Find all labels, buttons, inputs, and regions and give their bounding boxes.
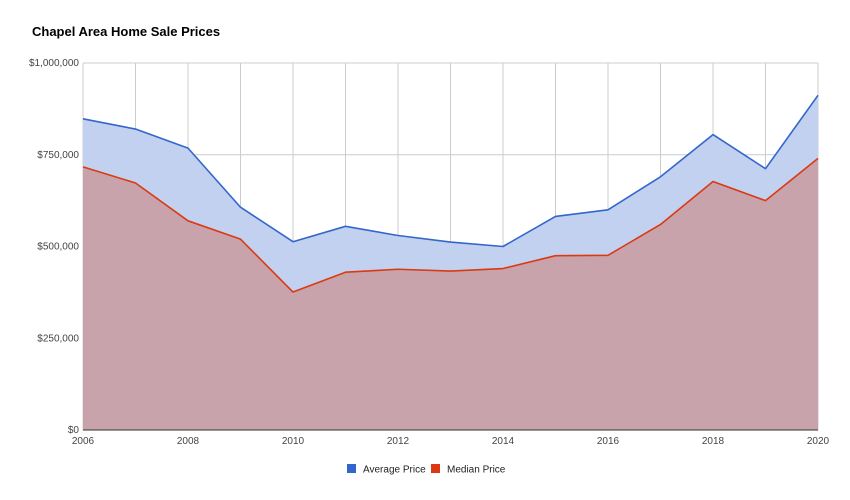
- series-line-1: [82, 157, 819, 293]
- series-line-0: [82, 94, 819, 248]
- x-tick-label: 2018: [702, 436, 725, 447]
- legend-label: Median Price: [447, 465, 506, 476]
- y-tick-label: $1,000,000: [29, 58, 79, 69]
- x-tick-label: 2008: [177, 436, 200, 447]
- area-fill-1: [83, 158, 818, 431]
- y-tick-label: $0: [68, 425, 80, 436]
- y-tick-label: $500,000: [37, 242, 79, 253]
- axes: $0 $250,000 $500,000 $750,000 $1,000,000 2006…: [29, 58, 830, 447]
- legend-swatch: [347, 464, 356, 473]
- y-tick-label: $750,000: [37, 150, 79, 161]
- x-tick-label: 2012: [387, 436, 410, 447]
- legend-label: Average Price: [363, 465, 426, 476]
- x-tick-label: 2014: [492, 436, 515, 447]
- x-tick-label: 2020: [807, 436, 830, 447]
- legend-item: Average Price: [347, 464, 426, 476]
- plot-area: [82, 94, 819, 431]
- legend: Average Price Median Price: [347, 464, 506, 476]
- x-tick-label: 2006: [72, 436, 95, 447]
- x-tick-label: 2016: [597, 436, 620, 447]
- chart-title: Chapel Area Home Sale Prices: [32, 24, 220, 39]
- y-tick-label: $250,000: [37, 333, 79, 344]
- x-tick-label: 2010: [282, 436, 305, 447]
- legend-swatch: [431, 464, 440, 473]
- legend-item: Median Price: [431, 464, 506, 476]
